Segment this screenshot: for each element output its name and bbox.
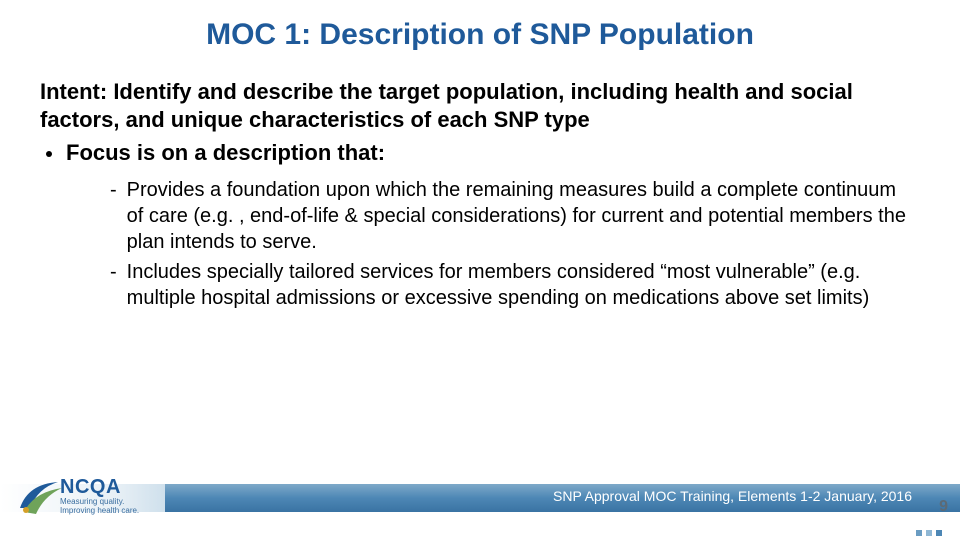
intent-text: Intent: Identify and describe the target… [40, 78, 920, 133]
dash-icon: - [110, 177, 117, 203]
ncqa-logo: NCQA Measuring quality. Improving health… [18, 472, 178, 528]
slide-body: Intent: Identify and describe the target… [40, 78, 920, 315]
footer-text: SNP Approval MOC Training, Elements 1-2 … [553, 488, 912, 504]
logo-name: NCQA [60, 476, 139, 499]
bullet-text: Focus is on a description that: [66, 139, 385, 167]
logo-swoosh-icon [18, 478, 66, 522]
logo-tagline-1: Measuring quality. [60, 497, 139, 506]
corner-decoration-icon [916, 530, 942, 536]
dash-icon: - [110, 259, 117, 285]
slide-title: MOC 1: Description of SNP Population [0, 18, 960, 52]
sub-bullet-text: Includes specially tailored services for… [127, 259, 910, 311]
sub-bullet-row: - Provides a foundation upon which the r… [110, 177, 910, 255]
slide: { "title": "MOC 1: Description of SNP Po… [0, 0, 960, 540]
sub-bullet-text: Provides a foundation upon which the rem… [127, 177, 910, 255]
bullet-dot-icon [46, 151, 52, 157]
page-number: 9 [939, 498, 948, 516]
logo-text-block: NCQA Measuring quality. Improving health… [60, 476, 139, 515]
bullet-row: Focus is on a description that: [40, 139, 920, 167]
logo-tagline-2: Improving health care. [60, 506, 139, 515]
sub-bullet-row: - Includes specially tailored services f… [110, 259, 910, 311]
